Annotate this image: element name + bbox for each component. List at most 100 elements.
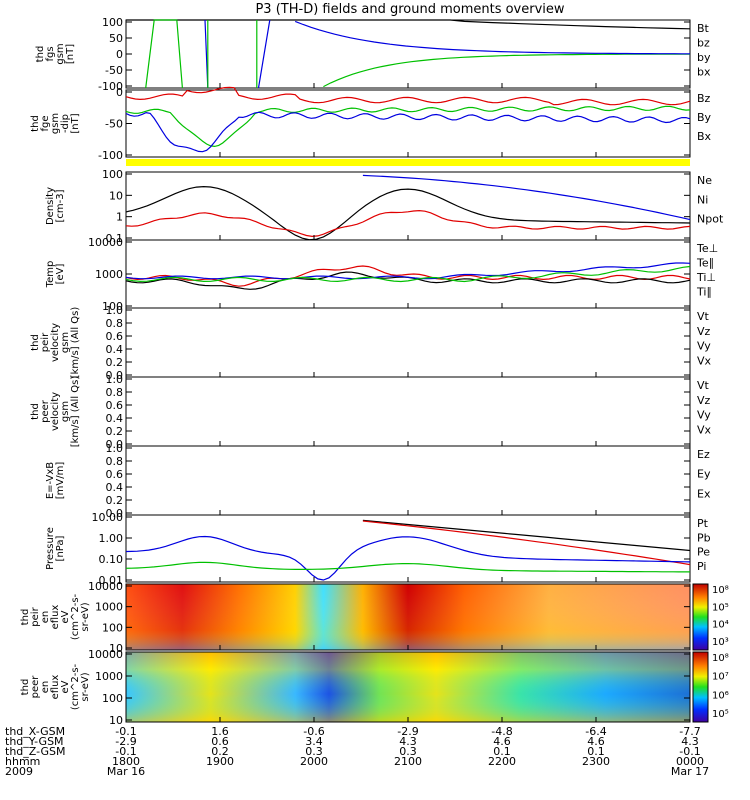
ytick-label: 10000 <box>88 236 123 249</box>
legend-Ex: Ex <box>697 487 711 500</box>
curve-Bt <box>126 19 691 30</box>
legend-Pi: Pi <box>697 560 706 573</box>
ylabel: gsm <box>55 43 66 64</box>
ylabel: [mV/m] <box>55 462 66 500</box>
ylabel: thd <box>20 679 31 696</box>
legend-Ez: Ez <box>697 448 710 461</box>
ytick-label: 1.0 <box>106 442 124 455</box>
legend-Vx: Vx <box>697 354 712 367</box>
ytick-label: 50 <box>109 32 123 45</box>
curve-Ni <box>125 185 691 241</box>
ylabel: eflux <box>50 675 61 700</box>
ylabel: fgs <box>45 46 56 61</box>
ytick-label: 0.4 <box>106 343 124 356</box>
curve-bx-c <box>294 20 690 55</box>
xtick-label: 1800 <box>112 755 140 768</box>
ytick-label: 10 <box>109 642 123 655</box>
ytick-label: 0.1 <box>106 232 124 245</box>
ylabel: eV <box>60 680 71 693</box>
ylabel: thd <box>30 334 41 351</box>
legend-Vx: Vx <box>697 423 712 436</box>
ytick-label: 0.01 <box>99 574 124 587</box>
ylabel: Pressure <box>45 527 56 570</box>
ytick-label: 0.4 <box>106 481 124 494</box>
colorbar-label: 10³ <box>712 637 729 648</box>
ylabel: peir <box>30 606 41 626</box>
ylabel: peir <box>40 332 51 352</box>
ytick-label: 0.8 <box>106 455 124 468</box>
ytick-label: -100 <box>98 149 123 162</box>
ytick-label: 0.10 <box>99 553 124 566</box>
ytick-label: 1000 <box>95 601 123 614</box>
panel-2: 0 -50 -100 thd fge gsm -dip [nT] Bz By Bx <box>30 86 712 162</box>
panel-9: 10⁸ 10⁵ 10⁴ 10³ 10000 1000 100 10 thd peir en eflux… <box>20 580 729 655</box>
ylabel: sr-eV) <box>80 672 91 701</box>
ylabel: en <box>40 681 51 694</box>
colorbar-9 <box>692 583 709 651</box>
ytick-label: 0.0 <box>106 438 124 451</box>
heatmap-shade-10 <box>126 652 690 722</box>
ephem-value: 0.1 <box>493 745 511 758</box>
ytick-label: 100 <box>102 621 123 634</box>
ytick-label: 10.00 <box>92 511 124 524</box>
legend-Bx: Bx <box>697 130 712 143</box>
panel-3: 100 10 1 0.1 Density [cm-3] Ne Ni Npot <box>45 168 724 245</box>
xdate-label: Mar 16 <box>107 765 145 778</box>
ytick-label: 0.2 <box>106 494 124 507</box>
ytick-label: 10000 <box>88 580 123 593</box>
ytick-label: 0 <box>116 86 123 99</box>
legend-bz: bz <box>697 37 710 50</box>
ylabel: [nT] <box>65 44 76 64</box>
ephem-value: -0.1 <box>115 725 136 738</box>
panel-6: 1.00.80.60.40.20.0 thd peer velocity gsm [km/… <box>30 373 712 451</box>
ytick-label: -100 <box>98 80 123 93</box>
ephem-value: 4.6 <box>587 735 605 748</box>
panel-frame <box>125 307 691 378</box>
ytick-label: 0.0 <box>106 507 124 520</box>
ylabel: fge <box>40 115 51 131</box>
ytick-label: 0.8 <box>106 386 124 399</box>
ytick-label: 0.6 <box>106 399 124 412</box>
xtick-label: 2200 <box>488 755 516 768</box>
legend-Ni: Ni <box>697 193 708 206</box>
ephem-value: 4.3 <box>681 735 699 748</box>
panel-frame <box>125 376 691 447</box>
colorbar-label: 10⁸ <box>712 585 729 596</box>
curve-Pt <box>362 519 691 552</box>
xtick-label: 2000 <box>300 755 328 768</box>
ephem-value: -6.4 <box>585 725 606 738</box>
curve-Te-perp <box>125 265 691 287</box>
curve-by-d <box>323 53 690 88</box>
separator-bar <box>126 159 690 166</box>
curve-Pe <box>125 561 690 573</box>
panel-7: 1.00.80.60.40.20.0 E=-VxB [mV/m] Ez Ey Ex <box>45 442 711 520</box>
ytick-label: 10 <box>109 714 123 727</box>
ylabel: (cm^2-s- <box>70 663 81 710</box>
curve-Pb <box>362 520 691 566</box>
ytick-label: 1.0 <box>106 373 124 386</box>
ylabel: gsm <box>50 113 61 134</box>
curve-Pi <box>125 535 691 581</box>
legend-Ti∥: Ti∥ <box>696 286 712 299</box>
ytick-label: 0.8 <box>106 317 124 330</box>
ephem-value: 0.6 <box>211 735 229 748</box>
year-label: 2009 <box>5 765 33 778</box>
xdate-label: Mar 17 <box>671 765 709 778</box>
ephem-value: -2.9 <box>115 735 136 748</box>
curve-Bz <box>125 86 691 106</box>
ephem-value: 0.3 <box>305 745 323 758</box>
ylabel: [cm-3] <box>55 189 66 222</box>
panel-5: 1.00.80.60.40.20.0 thd peir velocity gsm [km/… <box>30 304 712 382</box>
colorbar-label: 10⁴ <box>712 620 729 631</box>
ylabel: -dip <box>60 114 71 133</box>
legend-by: by <box>697 51 711 64</box>
heatmap-shade-9 <box>126 584 690 650</box>
legend-Bz: Bz <box>697 92 711 105</box>
ytick-label: 0.2 <box>106 425 124 438</box>
legend-Pb: Pb <box>697 531 711 544</box>
curve-By <box>125 105 691 148</box>
ylabel: [km/s] (All Qs) <box>70 307 81 379</box>
ephem-value: 4.6 <box>493 735 511 748</box>
xtick-label: 1900 <box>206 755 234 768</box>
